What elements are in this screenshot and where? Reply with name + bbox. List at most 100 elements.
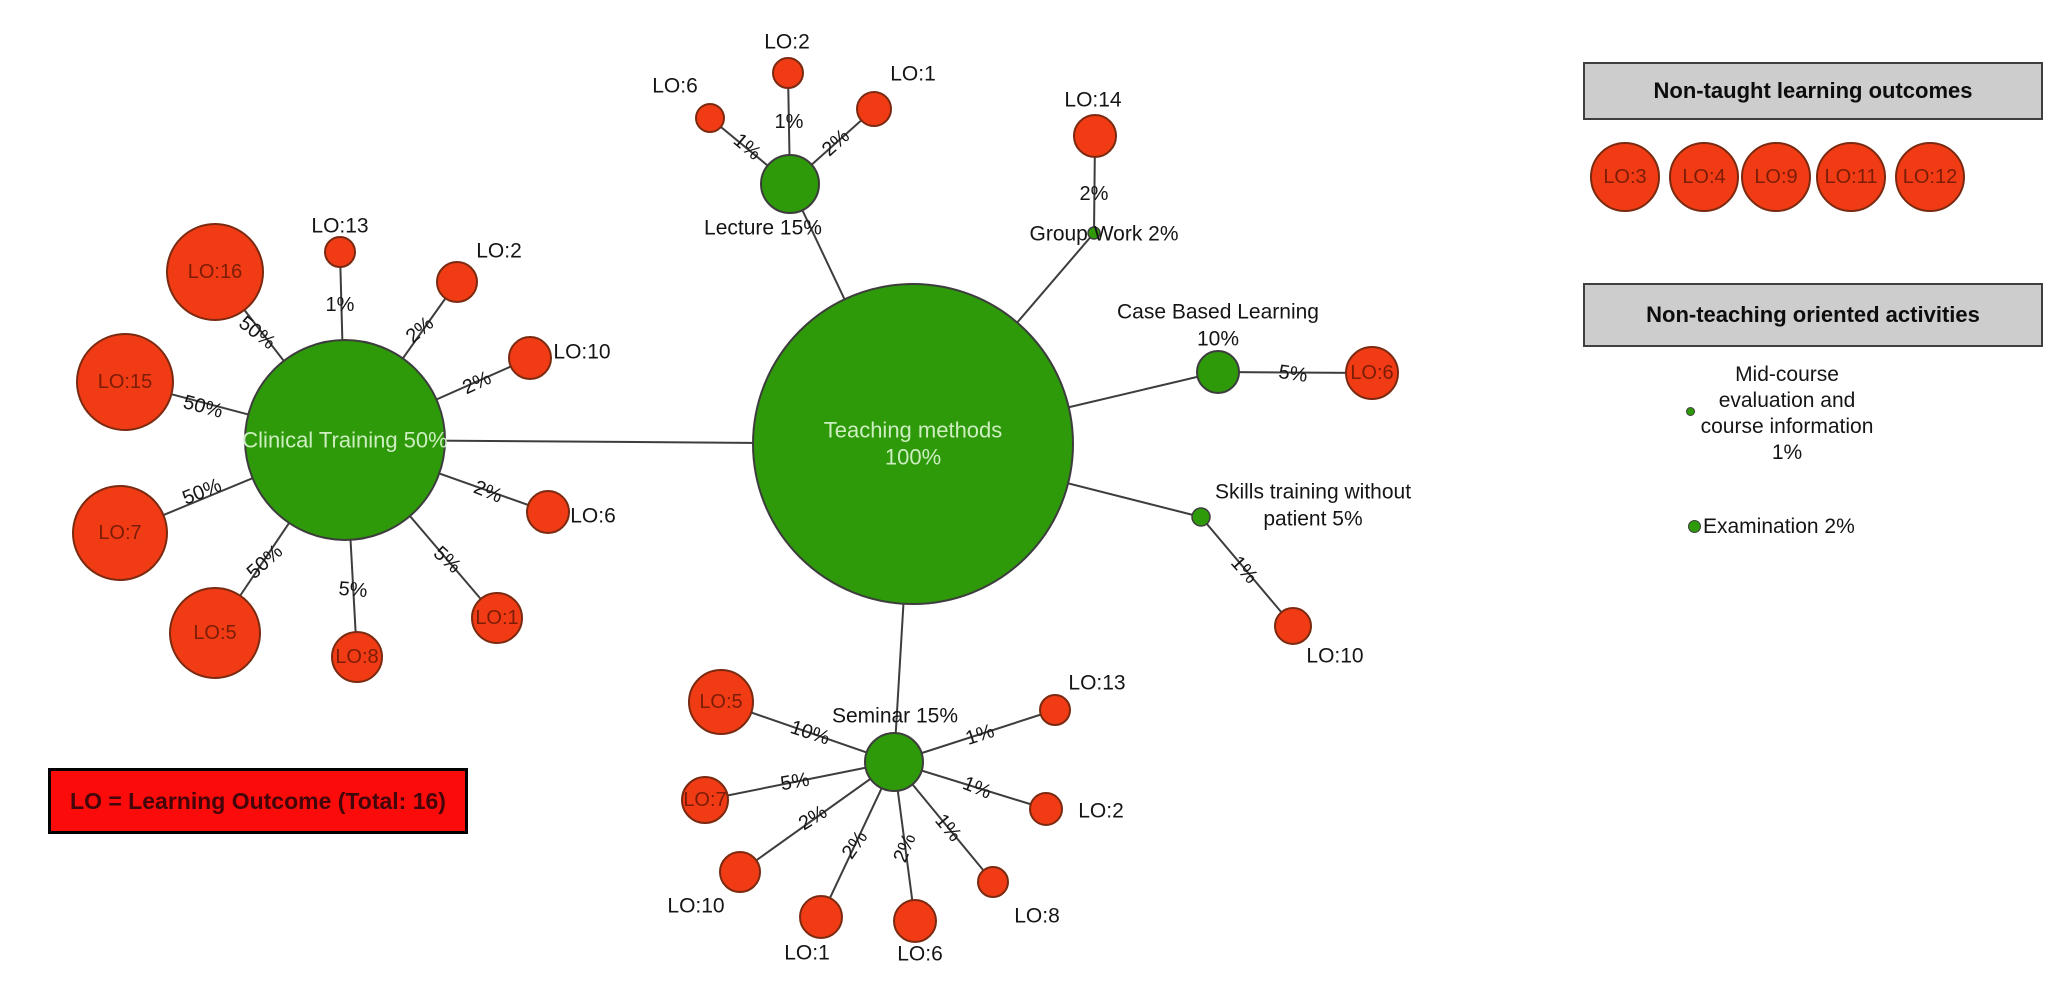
pct-clinical-lo10c: 2% — [459, 367, 495, 399]
node-lo5c — [169, 587, 261, 679]
node-lo8c — [331, 631, 383, 683]
node-lo8s — [977, 866, 1009, 898]
pct-seminar-lo5s: 10% — [788, 716, 833, 749]
pct-clinical-lo1c: 5% — [429, 542, 465, 578]
midcourse-line-3: course information — [1700, 415, 1874, 438]
label-lo10c: LO:10 — [553, 341, 610, 364]
node-lo9leg — [1741, 142, 1811, 212]
label-lo5c: LO:5 — [193, 622, 236, 644]
legend-midcourse-entry: Mid-course evaluation and course informa… — [1647, 362, 1927, 466]
midcourse-line-1: Mid-course — [1735, 363, 1839, 386]
node-lo2c — [436, 261, 478, 303]
label-lo10s: LO:10 — [1306, 645, 1363, 668]
node-lo15 — [76, 333, 174, 431]
label-lo1s: LO:1 — [784, 942, 830, 965]
label-lo2l: LO:2 — [764, 31, 810, 54]
pct-lecture-lo2l: 1% — [775, 111, 804, 133]
node-lo1s — [799, 895, 843, 939]
label-lo12leg: LO:12 — [1903, 166, 1957, 188]
label-lo4leg: LO:4 — [1682, 166, 1725, 188]
node-lo13s — [1039, 694, 1071, 726]
node-groupwork — [1087, 226, 1101, 240]
pct-seminar-lo7s: 5% — [779, 769, 812, 796]
label-lo5s: LO:5 — [699, 691, 742, 713]
pct-casebased-lo6cb: 5% — [1277, 361, 1309, 387]
label-lo2c: LO:2 — [476, 240, 522, 263]
label-lo1l: LO:1 — [890, 63, 936, 86]
node-lo2s — [1029, 792, 1063, 826]
node-lo7c — [72, 485, 168, 581]
pct-seminar-lo6s: 2% — [889, 830, 920, 865]
legend-non-teaching-title: Non-teaching oriented activities — [1646, 302, 1980, 327]
label-casebased: 10% — [1197, 328, 1239, 351]
label-lo13s: LO:13 — [1068, 672, 1125, 695]
lo-definition-note: LO = Learning Outcome (Total: 16) — [48, 768, 468, 834]
node-lo6s — [893, 899, 937, 943]
label-lo1c: LO:1 — [475, 607, 518, 629]
pct-clinical-lo8c: 5% — [338, 578, 369, 602]
node-lo3leg — [1590, 142, 1660, 212]
label-lo9leg: LO:9 — [1754, 166, 1797, 188]
label-lo6l: LO:6 — [652, 75, 698, 98]
label-lo8c: LO:8 — [335, 646, 378, 668]
label-lo2s: LO:2 — [1078, 800, 1124, 823]
label-skills: Skills training without — [1215, 481, 1411, 504]
label-seminar: Seminar 15% — [832, 705, 958, 728]
label-casebased: Case Based Learning — [1117, 301, 1319, 324]
node-lo6cb — [1345, 346, 1399, 400]
node-lo13c — [324, 236, 356, 268]
label-lo10se: LO:10 — [667, 895, 724, 918]
pct-seminar-lo1s: 2% — [838, 827, 873, 863]
edge-seminar-lo10se — [739, 761, 895, 873]
label-groupwork: Group Work 2% — [1030, 223, 1179, 246]
midcourse-line-2: evaluation and — [1718, 389, 1856, 412]
label-lo15: LO:15 — [98, 371, 152, 393]
label-lo16: LO:16 — [188, 261, 242, 283]
label-lo7c: LO:7 — [98, 522, 141, 544]
label-lecture: Lecture 15% — [704, 217, 822, 240]
node-lo10s — [1274, 607, 1312, 645]
node-lo6l — [695, 103, 725, 133]
label-lo7s: LO:7 — [683, 789, 726, 811]
label-teaching: 100% — [885, 445, 941, 470]
legend-non-taught-title: Non-taught learning outcomes — [1653, 78, 1973, 103]
label-lo3leg: LO:3 — [1603, 166, 1646, 188]
label-lo6cb: LO:6 — [1350, 362, 1393, 384]
node-lo1l — [856, 91, 892, 127]
node-lo11leg — [1816, 142, 1886, 212]
node-lo14 — [1073, 114, 1117, 158]
edge-skills-lo10s — [1200, 516, 1294, 627]
edge-seminar-lo7s — [704, 761, 895, 801]
node-lo10c — [508, 336, 552, 380]
label-lo13c: LO:13 — [311, 215, 368, 238]
midcourse-line-4: 1% — [1771, 441, 1803, 464]
node-casebased — [1196, 350, 1240, 394]
node-lo2l — [772, 57, 804, 89]
legend-non-taught-header: Non-taught learning outcomes — [1583, 62, 2043, 120]
pct-seminar-lo13s: 1% — [963, 720, 997, 750]
label-clinical: Clinical Training 50% — [242, 428, 447, 453]
lo-definition-text: LO = Learning Outcome (Total: 16) — [70, 787, 446, 814]
label-lo11leg: LO:11 — [1825, 166, 1878, 188]
pct-clinical-lo6c: 2% — [470, 476, 505, 507]
node-lecture — [760, 154, 820, 214]
pct-clinical-lo7c: 50% — [179, 474, 225, 509]
label-skills: patient 5% — [1263, 508, 1362, 531]
node-lo6c — [526, 490, 570, 534]
label-teaching: Teaching methods — [824, 418, 1003, 443]
node-lo16 — [166, 223, 264, 321]
node-seminar — [864, 732, 924, 792]
node-lo7s — [681, 776, 729, 824]
pct-groupwork-lo14: 2% — [1080, 183, 1109, 205]
node-teaching — [752, 283, 1074, 605]
label-lo6c: LO:6 — [570, 505, 616, 528]
node-lo10se — [719, 851, 761, 893]
pct-seminar-lo2s: 1% — [959, 772, 994, 803]
pct-clinical-lo15: 50% — [181, 391, 226, 423]
node-lo1c — [471, 592, 523, 644]
node-clinical — [244, 339, 446, 541]
midcourse-dot-icon — [1686, 407, 1695, 416]
pct-seminar-lo8s: 1% — [930, 810, 966, 846]
